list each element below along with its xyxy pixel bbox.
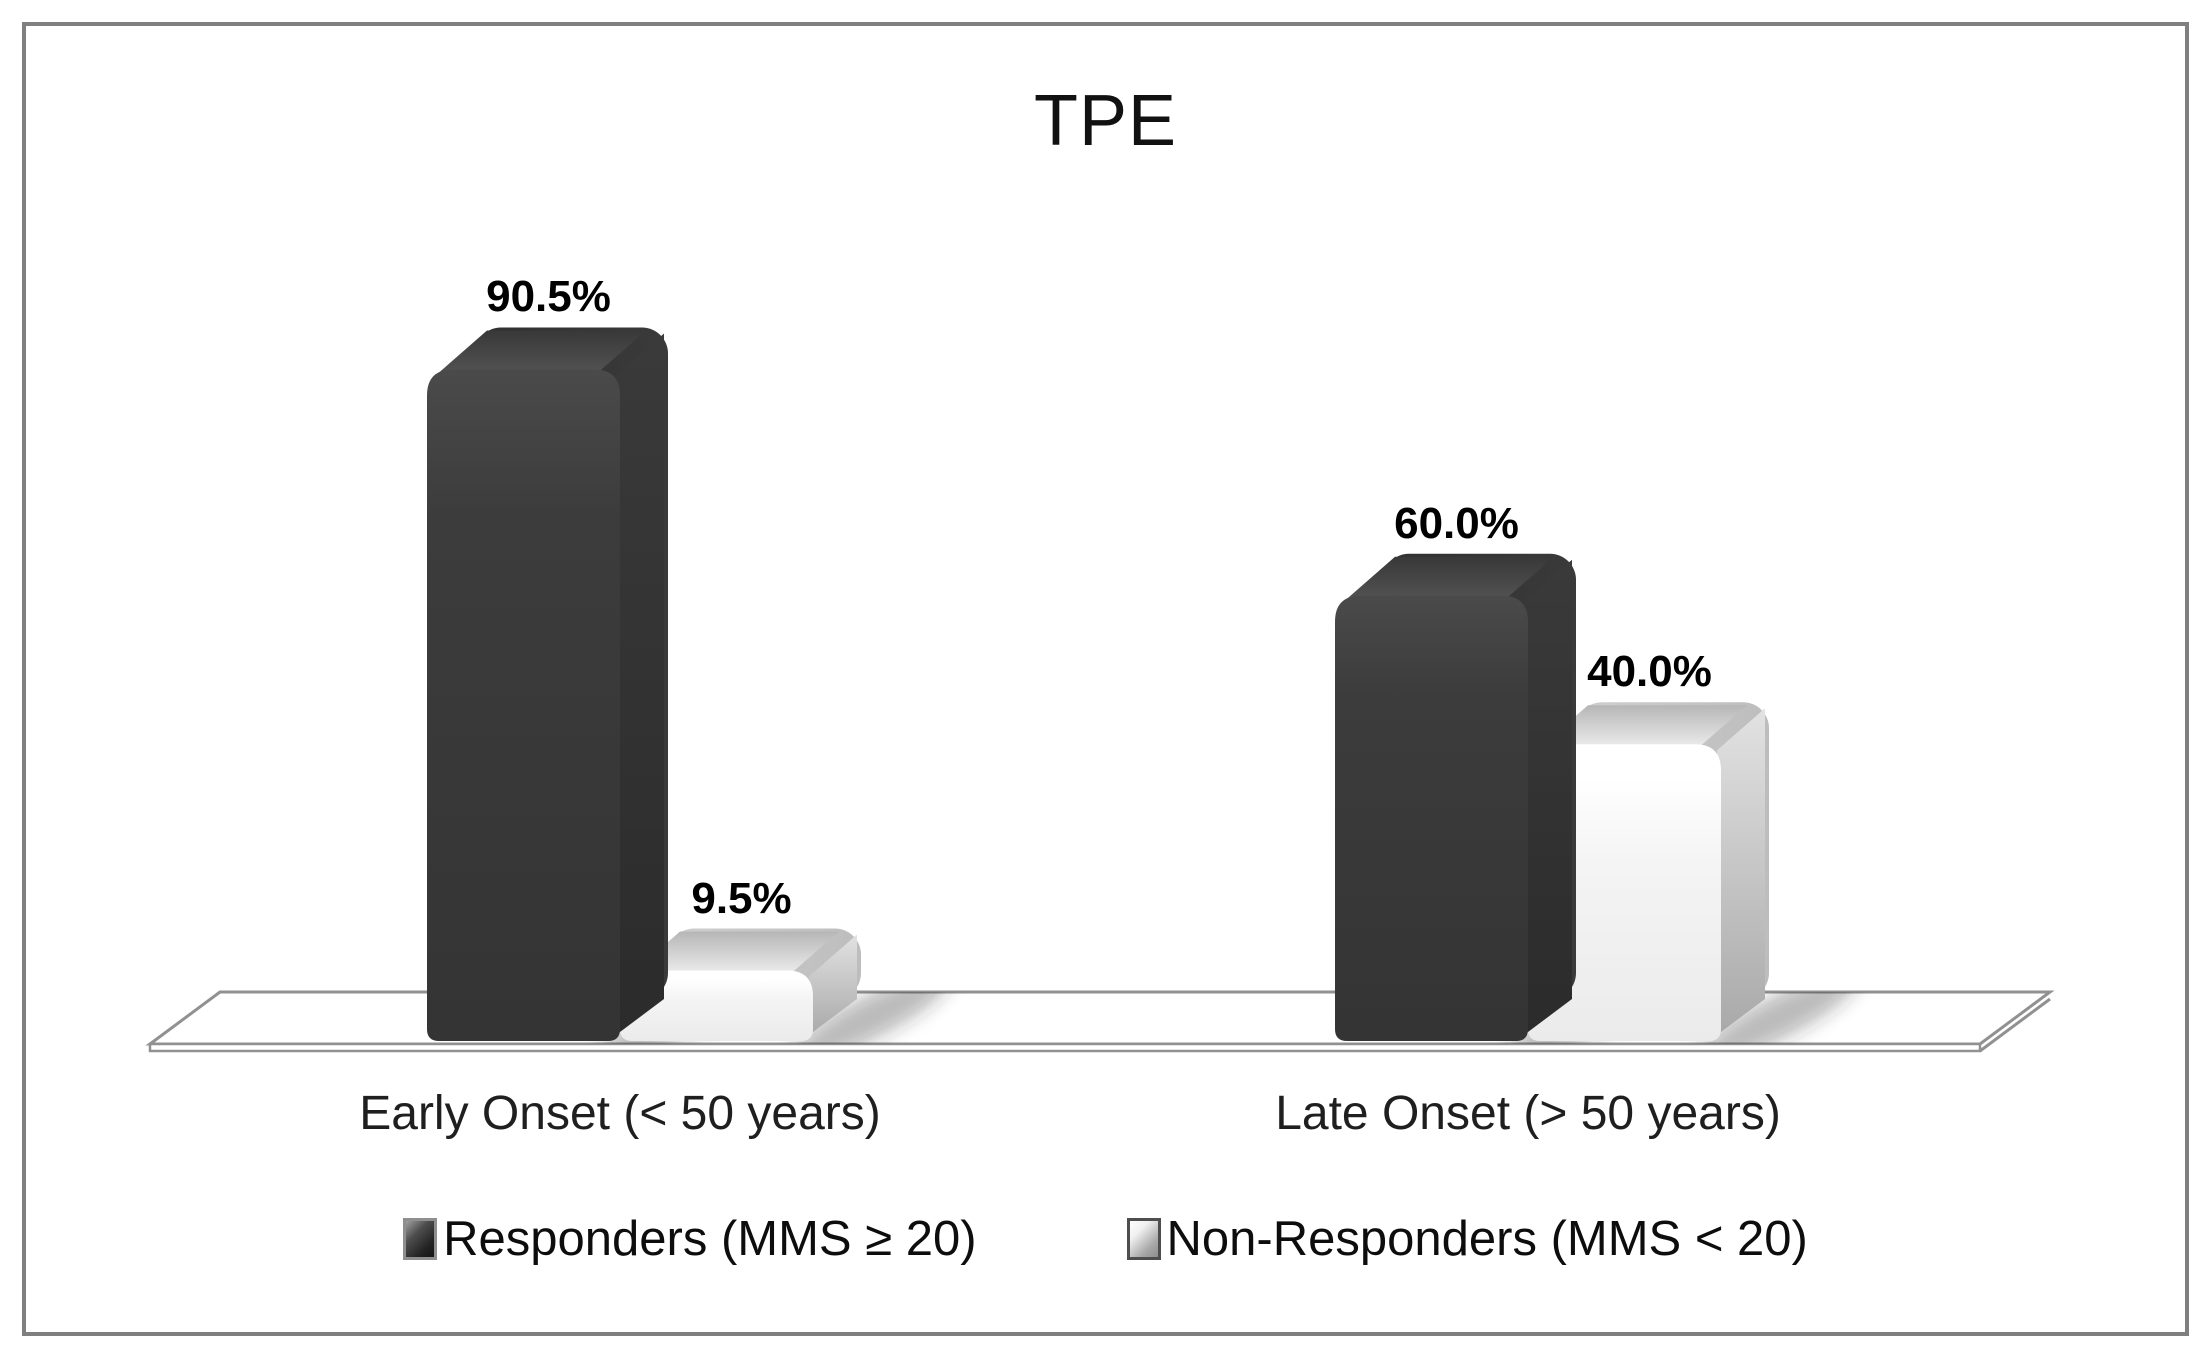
category-label-early-onset: Early Onset (< 50 years) [359, 1087, 881, 1140]
category-label-late-onset: Late Onset (> 50 years) [1275, 1087, 1781, 1140]
value-label-responders-early: 90.5% [486, 272, 611, 322]
legend-marker-non-responders-icon [1126, 1218, 1161, 1260]
value-label-non-responders-early: 9.5% [691, 873, 792, 923]
legend-item-responders: Responders (MMS ≥ 20) [403, 1212, 977, 1266]
legend-marker-responders-icon [403, 1218, 438, 1260]
legend-item-non-responders: Non-Responders (MMS < 20) [1126, 1212, 1808, 1266]
value-label-non-responders-late: 40.0% [1587, 647, 1712, 697]
value-label-responders-late: 60.0% [1394, 498, 1519, 548]
chart-title: TPE [1033, 81, 1178, 161]
legend: Responders (MMS ≥ 20) Non-Responders (MM… [0, 1212, 2211, 1266]
legend-item-label: Non-Responders (MMS < 20) [1166, 1212, 1808, 1266]
legend-item-label: Responders (MMS ≥ 20) [443, 1212, 977, 1266]
